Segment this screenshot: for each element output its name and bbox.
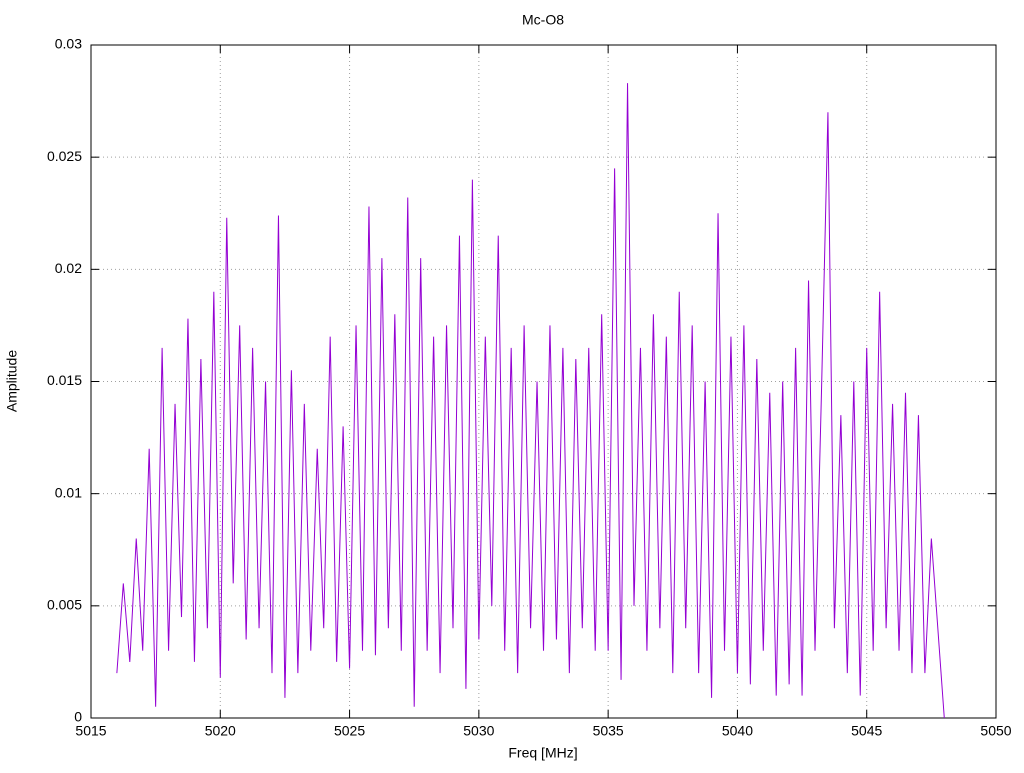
x-tick-label: 5035 (593, 723, 624, 739)
y-tick-label: 0 (74, 709, 82, 725)
y-tick-label: 0.005 (47, 597, 82, 613)
x-tick-label: 5040 (722, 723, 753, 739)
x-tick-label: 5020 (205, 723, 236, 739)
y-tick-label: 0.03 (55, 36, 82, 52)
x-tick-label: 5050 (980, 723, 1011, 739)
x-tick-label: 5045 (851, 723, 882, 739)
data-line (116, 83, 945, 719)
plot-border (90, 44, 997, 719)
x-axis-label: Freq [MHz] (508, 745, 577, 761)
y-axis-label: Amplitude (4, 350, 20, 412)
y-tick-label: 0.025 (47, 148, 82, 164)
x-tick-label: 5015 (75, 723, 106, 739)
chart-title: Mc-O8 (522, 12, 564, 28)
x-tick-label: 5025 (334, 723, 365, 739)
y-tick-label: 0.015 (47, 372, 82, 388)
x-tick-label: 5030 (463, 723, 494, 739)
y-tick-label: 0.01 (55, 484, 82, 500)
y-tick-label: 0.02 (55, 260, 82, 276)
